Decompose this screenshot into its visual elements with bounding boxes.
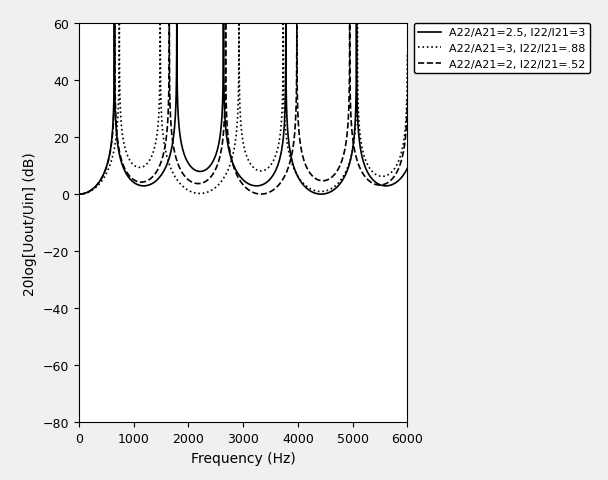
- A22/A21=2, l22/l21=.52: [404, 99, 411, 105]
- A22/A21=2, l22/l21=.52: [116, 149, 123, 155]
- Line: A22/A21=2, l22/l21=.52: A22/A21=2, l22/l21=.52: [79, 24, 407, 195]
- A22/A21=2, l22/l21=.52: [75, 192, 83, 198]
- A22/A21=2, l22/l21=.52: [388, 178, 395, 183]
- A22/A21=3, l22/l21=.88: [249, 164, 256, 169]
- Y-axis label: 20log[Uout/Uin] (dB): 20log[Uout/Uin] (dB): [23, 152, 37, 295]
- A22/A21=2.5, l22/l21=3: [373, 180, 380, 186]
- A22/A21=3, l22/l21=.88: [285, 147, 292, 153]
- A22/A21=3, l22/l21=.88: [388, 170, 395, 176]
- A22/A21=2.5, l22/l21=3: [75, 192, 83, 198]
- A22/A21=2.5, l22/l21=3: [404, 166, 411, 172]
- A22/A21=3, l22/l21=.88: [83, 191, 90, 196]
- A22/A21=3, l22/l21=.88: [116, 21, 123, 27]
- A22/A21=3, l22/l21=.88: [404, 53, 411, 59]
- A22/A21=2, l22/l21=.52: [83, 191, 90, 196]
- X-axis label: Frequency (Hz): Frequency (Hz): [191, 451, 295, 465]
- A22/A21=2, l22/l21=.52: [285, 166, 292, 171]
- A22/A21=2, l22/l21=.52: [373, 182, 380, 188]
- Line: A22/A21=3, l22/l21=.88: A22/A21=3, l22/l21=.88: [79, 24, 407, 195]
- Line: A22/A21=2.5, l22/l21=3: A22/A21=2.5, l22/l21=3: [79, 24, 407, 195]
- A22/A21=3, l22/l21=.88: [373, 173, 380, 179]
- Legend: A22/A21=2.5, l22/l21=3, A22/A21=3, l22/l21=.88, A22/A21=2, l22/l21=.52: A22/A21=2.5, l22/l21=3, A22/A21=3, l22/l…: [414, 24, 590, 74]
- A22/A21=3, l22/l21=.88: [75, 192, 83, 198]
- A22/A21=2.5, l22/l21=3: [249, 183, 256, 189]
- A22/A21=2.5, l22/l21=3: [388, 182, 395, 188]
- A22/A21=2.5, l22/l21=3: [285, 134, 292, 140]
- A22/A21=2.5, l22/l21=3: [116, 152, 123, 157]
- A22/A21=2.5, l22/l21=3: [83, 191, 90, 196]
- A22/A21=2, l22/l21=.52: [249, 190, 256, 195]
